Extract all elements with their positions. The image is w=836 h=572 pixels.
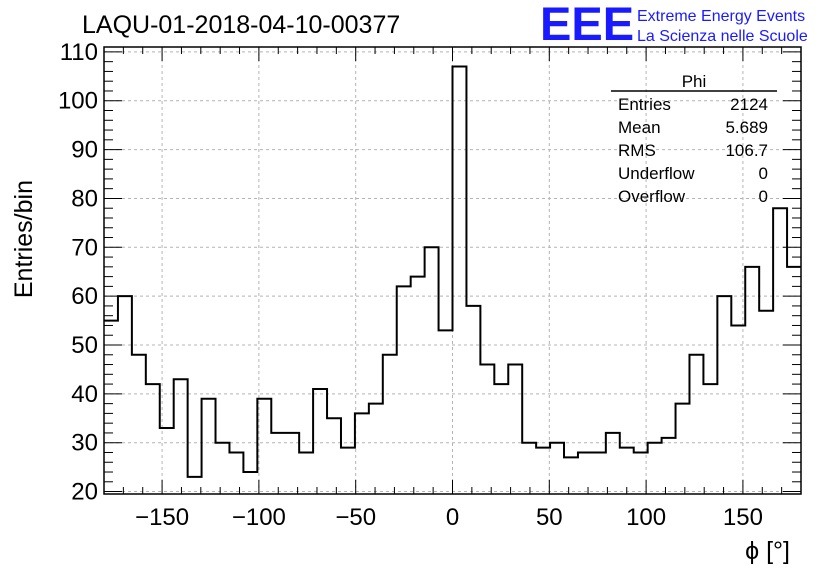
stats-value-mean: 5.689 (725, 118, 768, 137)
y-axis-label: Entries/bin (10, 180, 38, 298)
stats-title: Phi (682, 72, 707, 91)
histogram-line (104, 65, 801, 478)
y-tick-label: 50 (71, 332, 98, 359)
y-tick-label: 90 (71, 137, 98, 164)
y-tick-label: 60 (71, 283, 98, 310)
stats-label-overflow: Overflow (618, 187, 686, 206)
stats-box: Phi Entries 2124 Mean 5.689 RMS 106.7 Un… (611, 72, 777, 206)
y-tick-label: 40 (71, 381, 98, 408)
stats-label-entries: Entries (618, 95, 671, 114)
eee-logo: EEE (540, 0, 634, 50)
y-tick-labels: 20 30 40 50 60 70 80 90 100 110 (58, 39, 98, 506)
stats-label-mean: Mean (618, 118, 661, 137)
y-tick-label: 20 (71, 479, 98, 506)
stats-value-rms: 106.7 (725, 141, 768, 160)
x-tick-labels: −150 −100 −50 0 50 100 150 (135, 504, 763, 531)
x-tick-label: −150 (135, 504, 189, 531)
stats-value-underflow: 0 (759, 164, 768, 183)
x-tick-label: −100 (232, 504, 286, 531)
stats-label-underflow: Underflow (618, 164, 695, 183)
run-title: LAQU-01-2018-04-10-00377 (82, 11, 400, 39)
y-tick-label: 100 (58, 88, 98, 115)
y-tick-label: 30 (71, 430, 98, 457)
x-tick-label: −50 (335, 504, 376, 531)
logo-subtitle-1: Extreme Energy Events (637, 8, 805, 25)
x-tick-label: 100 (626, 504, 666, 531)
x-axis-label: ϕ [°] (745, 537, 790, 565)
x-tick-label: 150 (723, 504, 763, 531)
x-tick-label: 0 (446, 504, 459, 531)
y-tick-label: 70 (71, 234, 98, 261)
stats-label-rms: RMS (618, 141, 656, 160)
axis-ticks (103, 47, 802, 494)
stats-value-overflow: 0 (759, 187, 768, 206)
y-tick-label: 110 (60, 39, 98, 66)
x-tick-label: 50 (536, 504, 563, 531)
stats-value-entries: 2124 (730, 95, 768, 114)
y-tick-label: 80 (71, 185, 98, 212)
logo-subtitle-2: La Scienza nelle Scuole (637, 28, 808, 45)
